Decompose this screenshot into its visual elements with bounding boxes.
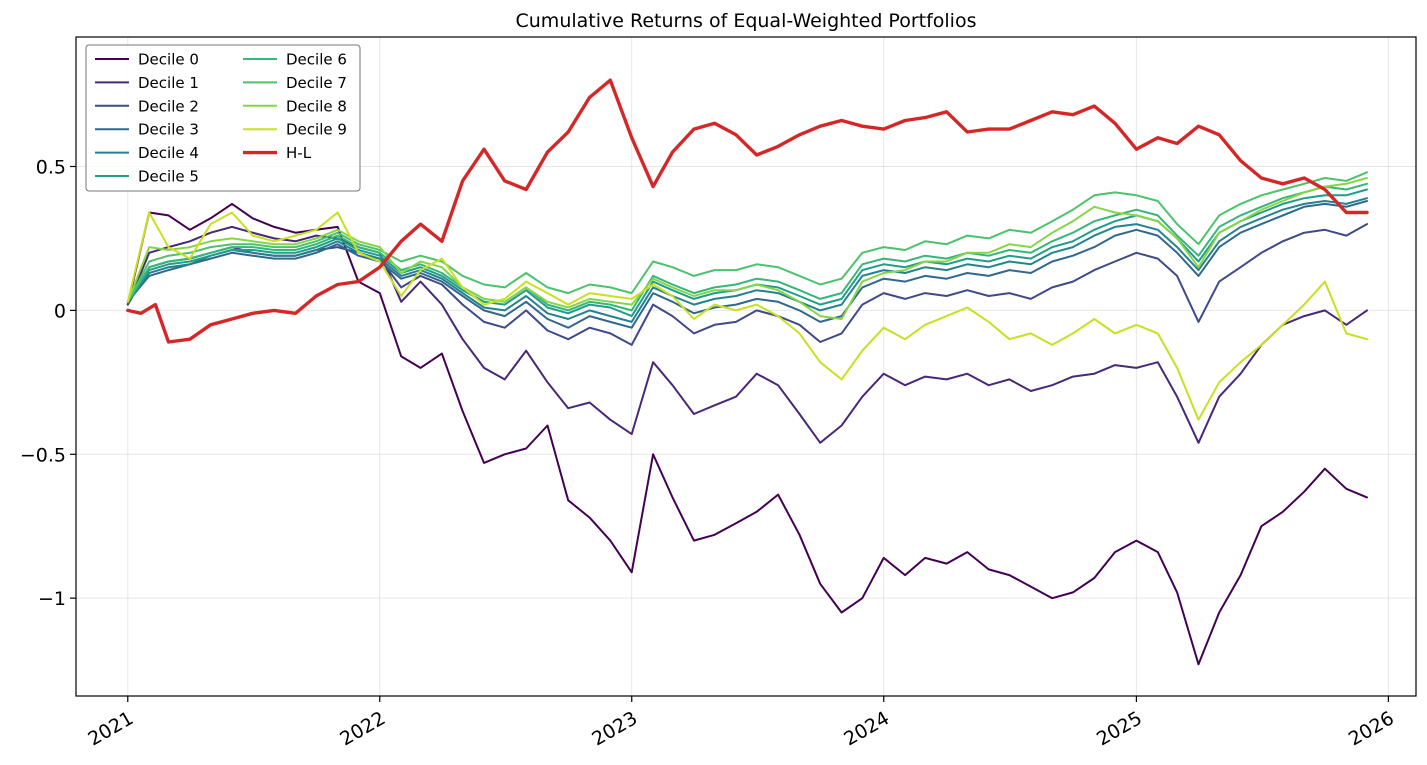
legend-label: Decile 1: [138, 74, 199, 92]
series-line-h-l: [126, 78, 1369, 344]
legend-label: Decile 2: [138, 97, 199, 115]
legend-label: Decile 0: [138, 51, 199, 69]
series-line-decile-2: [126, 223, 1368, 346]
y-tick-label: −0.5: [20, 444, 66, 466]
y-tick-label: 0.5: [36, 156, 66, 178]
series-line-decile-4: [126, 197, 1368, 323]
plot-frame: [75, 36, 1417, 697]
legend-label: Decile 3: [138, 121, 199, 139]
legend-label: Decile 5: [138, 168, 199, 186]
legend-label: Decile 6: [286, 51, 347, 69]
legend-label: Decile 8: [286, 97, 347, 115]
series-line-decile-3: [126, 200, 1368, 329]
series-lines: [126, 78, 1369, 666]
series-line-decile-8: [126, 177, 1368, 320]
y-tick-label: −1: [38, 588, 66, 610]
legend-label: H-L: [286, 144, 312, 162]
y-tick-label: 0: [54, 300, 66, 322]
legend-label: Decile 9: [286, 121, 347, 139]
legend-label: Decile 7: [286, 74, 347, 92]
legend-label: Decile 4: [138, 144, 199, 162]
series-line-decile-0: [126, 202, 1368, 666]
series-line-decile-7: [126, 171, 1368, 303]
legend: Decile 0 Decile 1 Decile 2 Decile 3 Decile 4…: [85, 44, 361, 192]
series-line-decile-9: [126, 211, 1368, 421]
y-axis-ticks: 0.5 0 −0.5 −1: [20, 156, 76, 610]
chart-title: Cumulative Returns of Equal-Weighted Por…: [516, 10, 977, 32]
series-line-decile-6: [126, 182, 1368, 312]
legend-box: [85, 44, 361, 192]
